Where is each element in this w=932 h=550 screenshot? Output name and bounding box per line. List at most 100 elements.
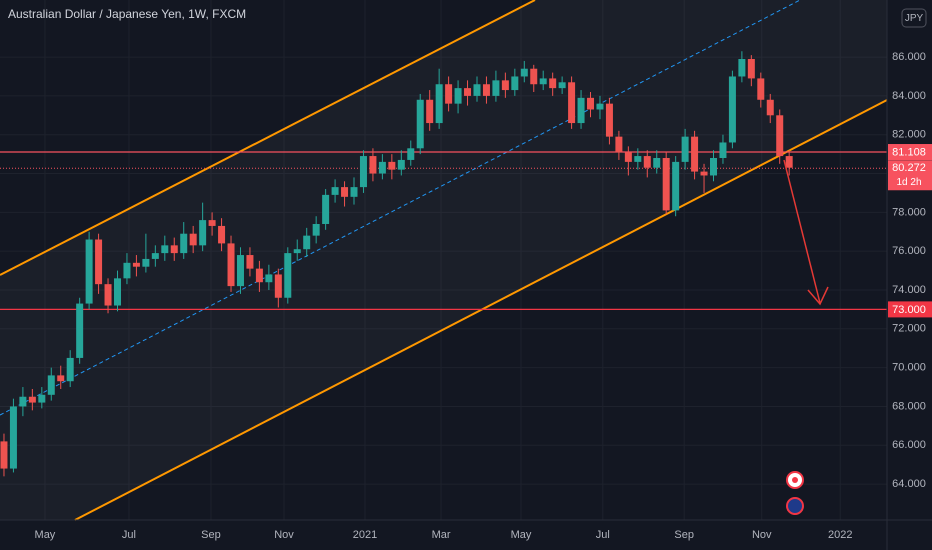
candle-body [728,76,736,143]
arrow [783,159,821,304]
y-tick-label: 74.000 [892,284,926,296]
candle-body [643,156,651,168]
candle-body [700,171,708,176]
x-tick-label: Nov [752,529,772,541]
candle-body [104,284,112,306]
candle-body [482,84,490,96]
candle-body [284,253,292,298]
candle-body [38,394,46,403]
chart-title: Australian Dollar / Japanese Yen, 1W, FX… [8,7,246,21]
candle-body [766,99,774,116]
candle-body [435,84,443,124]
candle-body [95,239,103,285]
x-tick-label: Mar [432,529,451,541]
candle-body [634,156,642,162]
candle-body [681,136,689,162]
candle-body [66,357,74,382]
candle-body [445,84,453,104]
candle-body [350,187,358,197]
y-tick-label: 66.000 [892,439,926,451]
currency: JPY [905,13,924,24]
candle-body [464,88,472,96]
candles [0,51,793,477]
candle-body [303,235,311,250]
candle-body [672,161,680,211]
candle-body [539,78,547,85]
candle-body [151,253,159,259]
candle-body [170,245,178,254]
countdown-label: 1d 2h [896,177,921,188]
candle-body [369,156,377,174]
candle-body [57,375,65,382]
x-tick-label: Nov [274,529,294,541]
candle-body [558,82,566,89]
candle-body [624,152,632,162]
candle-body [246,255,254,269]
y-tick-label: 76.000 [892,245,926,257]
candle-body [236,255,244,287]
candle-body [426,99,434,124]
candle-body [378,161,386,174]
candle-body [520,68,528,77]
candle-body [322,194,330,224]
candle-body [454,88,462,104]
y-tick-label: 70.000 [892,362,926,374]
candle-body [511,76,519,91]
candle-body [785,156,793,168]
candle-body [208,220,216,226]
arrow-head [807,286,829,306]
candle-body [473,84,481,96]
candle-body [501,80,509,91]
channel-mid [0,0,801,416]
candle-body [653,157,661,168]
candle-body [19,396,27,407]
currency-badge[interactable] [901,8,927,28]
candle-body [255,268,263,283]
y-tick-label: 78.000 [892,206,926,218]
x-tick-label: May [35,529,56,541]
candle-body [161,245,169,254]
y-tick-label: 68.000 [892,400,926,412]
y-tick-label: 82.000 [892,129,926,141]
levels [0,151,887,310]
level-badge [888,301,932,318]
candle-body [615,136,623,153]
candle-body [180,233,188,254]
candle-body [274,274,282,298]
candle-body [416,99,424,149]
candle-body [691,136,699,172]
candle-body [359,156,367,188]
channel-upper [0,0,536,276]
x-tick-label: Jul [122,529,136,541]
candle-body [142,258,150,267]
candle-body [341,187,349,197]
x-tick-label: Jul [596,529,610,541]
event-dot [792,477,798,483]
level-badge [888,144,932,161]
candle-body [568,82,576,124]
candle-body [757,78,765,100]
candle-body [719,142,727,158]
candle-body [331,187,339,195]
candle-body [388,161,396,170]
y-tick-label: 86.000 [892,51,926,63]
candle-body [199,220,207,246]
candle-body [530,68,538,85]
candle-body [549,78,557,89]
candle-body [9,406,17,469]
candle-body [123,262,131,279]
candle-body [132,262,140,267]
x-tick-label: Sep [201,529,221,541]
candle-body [265,274,273,283]
candle-body [587,97,595,110]
events [786,471,804,515]
x-tick-label: May [511,529,532,541]
candle-body [28,396,36,403]
channel-lower [74,99,888,521]
candle-body [76,303,84,358]
candle-body [492,80,500,96]
level-label: 81.108 [892,146,926,158]
candle-body [85,239,93,304]
last-price-label: 80.272 [892,162,926,174]
flag-icon[interactable] [786,497,804,515]
